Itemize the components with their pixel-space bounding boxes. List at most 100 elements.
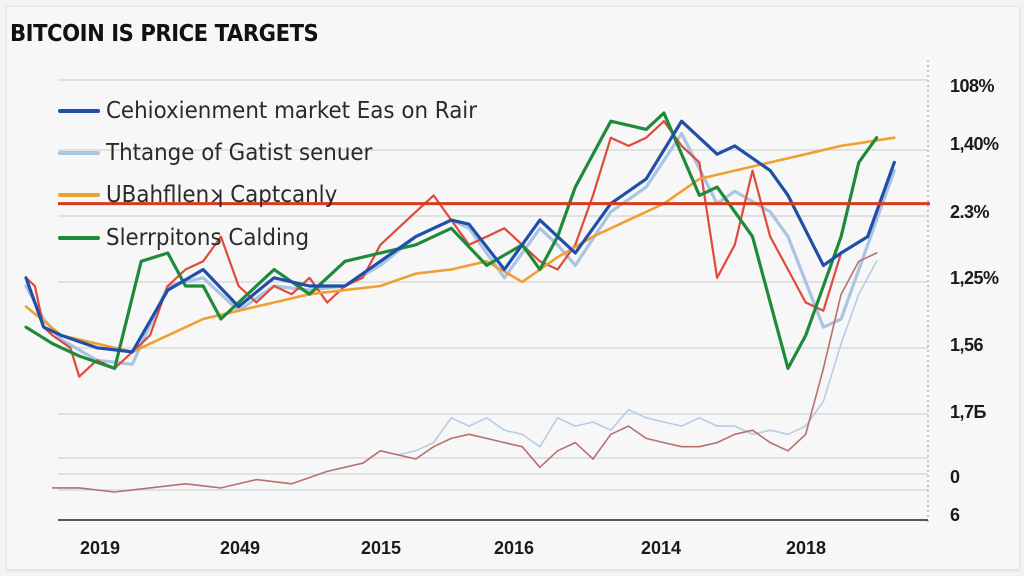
data-point (60, 334, 63, 337)
data-point (556, 450, 559, 452)
data-point (273, 301, 275, 304)
data-point (539, 268, 541, 271)
data-point (415, 244, 417, 246)
data-point (51, 487, 54, 489)
data-point (840, 252, 842, 254)
data-point (787, 433, 789, 436)
data-point (202, 268, 204, 271)
legend-item[interactable]: Slerrpitons Calding (58, 223, 324, 253)
legend-item[interactable]: UBahfllenʞ Captcanly (58, 180, 355, 210)
data-point (610, 211, 612, 213)
data-point (344, 260, 346, 263)
data-point (574, 252, 577, 254)
legend-item[interactable]: Thtange of Gatist senuer (58, 138, 392, 168)
data-point (273, 268, 275, 271)
data-point (556, 417, 559, 419)
y-tick-label: 6 (950, 505, 960, 525)
data-point (521, 281, 523, 283)
data-point (858, 260, 860, 263)
data-point (822, 285, 825, 287)
x-tick-label: 2014 (640, 538, 682, 558)
y-tick-label: 2.3% (950, 202, 990, 222)
data-point (131, 351, 134, 353)
data-point (202, 260, 204, 263)
data-point (645, 186, 647, 188)
data-point (769, 441, 771, 444)
data-point (734, 190, 736, 192)
data-point (184, 285, 187, 287)
data-point (734, 433, 736, 436)
data-point (51, 334, 54, 337)
data-point (769, 211, 771, 213)
data-point (875, 260, 878, 263)
legend-item[interactable]: Cehioxienment market Eas on Rair (58, 96, 505, 126)
x-tick-label: 2019 (79, 538, 121, 558)
data-point (432, 441, 435, 444)
data-point (875, 252, 878, 254)
data-point (415, 450, 417, 452)
data-point (25, 277, 27, 279)
data-point (716, 277, 718, 279)
data-point (326, 301, 329, 304)
data-point (69, 347, 72, 349)
data-point (25, 285, 27, 287)
data-point (627, 145, 630, 147)
x-tick-label: 2018 (785, 538, 827, 558)
chart-title: BITCOIN IS PRICE TARGETS (10, 21, 319, 47)
data-point (592, 235, 594, 238)
series-layer (24, 111, 896, 493)
data-point (680, 445, 683, 448)
data-point (716, 153, 718, 155)
data-point (503, 429, 506, 432)
data-point (769, 161, 771, 164)
data-point (78, 487, 80, 489)
data-point (804, 153, 807, 155)
data-point (893, 161, 896, 164)
legend-swatch (58, 236, 100, 240)
data-point (804, 301, 807, 304)
data-point (875, 136, 878, 139)
data-point (858, 161, 860, 164)
data-point (804, 433, 807, 436)
data-point (167, 252, 169, 254)
data-point (485, 235, 488, 238)
data-point (734, 169, 736, 172)
data-point (804, 334, 807, 337)
data-point (415, 458, 417, 460)
data-point (610, 136, 612, 139)
data-point (291, 293, 293, 296)
data-point (184, 483, 187, 485)
data-point (503, 227, 506, 230)
x-tick-label: 2015 (360, 538, 402, 558)
data-point (202, 318, 204, 320)
data-point (787, 194, 789, 197)
data-point (485, 260, 488, 263)
legend-label: Cehioxienment market Eas on Rair (106, 98, 478, 124)
data-point (96, 342, 98, 345)
data-point (113, 491, 116, 493)
data-point (131, 363, 134, 366)
data-point (866, 244, 869, 246)
data-point (858, 293, 860, 296)
data-point (450, 417, 453, 419)
data-point (167, 334, 169, 337)
data-point (680, 132, 683, 135)
data-point (539, 219, 541, 221)
data-point (840, 145, 842, 147)
data-point (113, 367, 116, 370)
data-point (663, 120, 665, 122)
data-point (663, 441, 665, 444)
data-point (734, 425, 736, 427)
data-point (521, 445, 523, 448)
data-point (840, 293, 842, 296)
data-point (592, 194, 594, 197)
data-point (308, 277, 311, 279)
data-point (645, 128, 647, 131)
data-point (432, 194, 435, 197)
data-point (344, 289, 346, 291)
y-tick-label: 1,40% (950, 134, 999, 154)
data-point (716, 186, 718, 188)
data-point (308, 293, 311, 296)
data-point (503, 277, 506, 279)
data-point (379, 260, 382, 263)
